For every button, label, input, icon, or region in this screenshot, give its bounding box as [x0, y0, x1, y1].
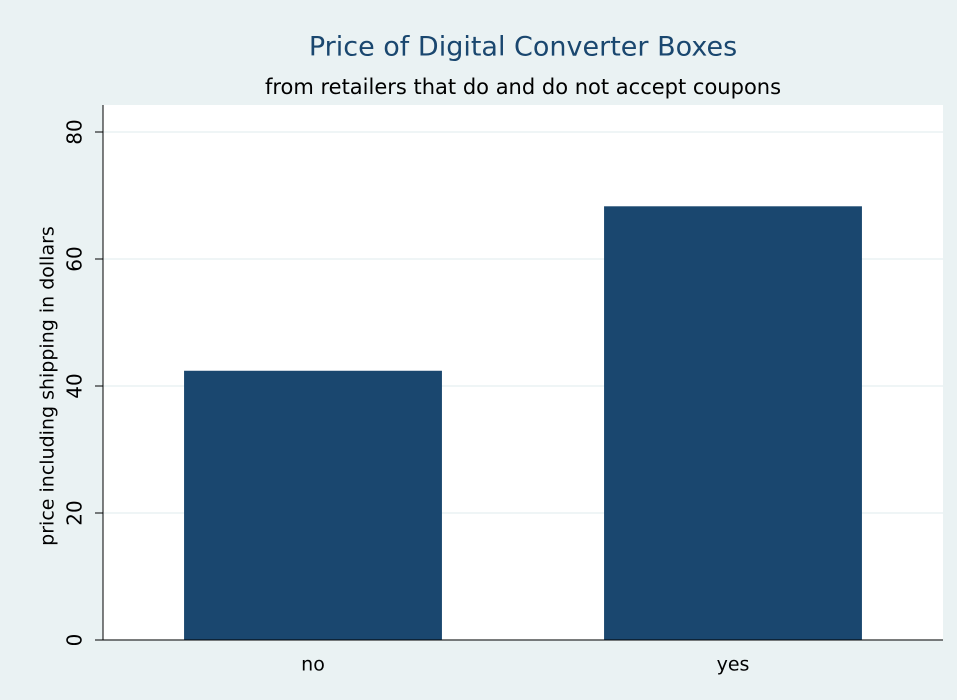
y-axis-title: price including shipping in dollars: [37, 226, 59, 546]
bar: [604, 206, 862, 641]
y-tick-label: 60: [63, 246, 87, 271]
x-tick-label: no: [301, 654, 325, 676]
y-tick-label: 20: [63, 500, 87, 525]
y-tick-label: 0: [63, 634, 87, 647]
bar: [184, 370, 442, 640]
chart-title: Price of Digital Converter Boxes: [309, 32, 737, 63]
y-tick-label: 40: [63, 373, 87, 398]
chart-subtitle: from retailers that do and do not accept…: [265, 75, 781, 99]
x-tick-label: yes: [717, 654, 750, 676]
y-tick-label: 80: [63, 119, 87, 144]
